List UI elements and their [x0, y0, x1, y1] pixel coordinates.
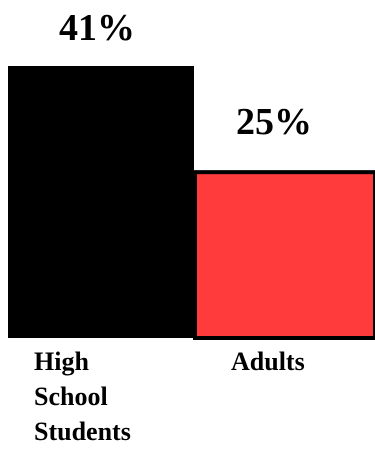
bar-high-school-students — [8, 66, 194, 338]
bar-adults — [193, 170, 375, 340]
category-label: Students — [34, 417, 131, 446]
value-label: 41% — [59, 7, 135, 49]
category-label: Adults — [231, 347, 305, 376]
category-label: High — [34, 347, 89, 376]
value-label: 25% — [236, 101, 312, 143]
category-label: School — [34, 382, 108, 411]
